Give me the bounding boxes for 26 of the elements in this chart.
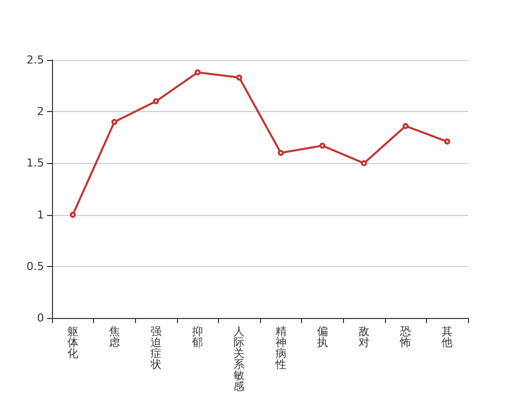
point: [194, 69, 201, 76]
x-tick-label: 强迫症状: [150, 325, 162, 371]
y-tick-label: 2.5: [26, 54, 44, 66]
point: [236, 74, 242, 81]
y-tick-label: 1.5: [26, 156, 44, 170]
x-tick-label: 躯体化: [67, 325, 78, 360]
point: [111, 118, 118, 125]
y-tick-label: 1: [37, 208, 44, 222]
point: [402, 123, 409, 130]
point: [70, 212, 76, 218]
point: [319, 142, 326, 149]
x-tick-label: 人际关系敏感: [234, 325, 245, 393]
point: [361, 160, 367, 166]
x-tick-label: 精神病性: [274, 325, 286, 371]
y-tick-label: 2: [37, 105, 44, 118]
y-tick-label: 0: [37, 312, 44, 324]
x-tick-label: 焦虑: [108, 325, 120, 349]
x-tick-label: 敌对: [358, 325, 370, 349]
point: [278, 150, 284, 156]
y-tick-label: 0.5: [26, 260, 44, 273]
x-tick-label: 其他: [442, 325, 453, 349]
x-tick-label: 恐怖: [399, 325, 412, 349]
x-tick-label: 抑郁: [192, 325, 204, 349]
point: [153, 98, 159, 104]
point: [444, 138, 450, 145]
x-tick-label: 偏执: [316, 325, 328, 349]
